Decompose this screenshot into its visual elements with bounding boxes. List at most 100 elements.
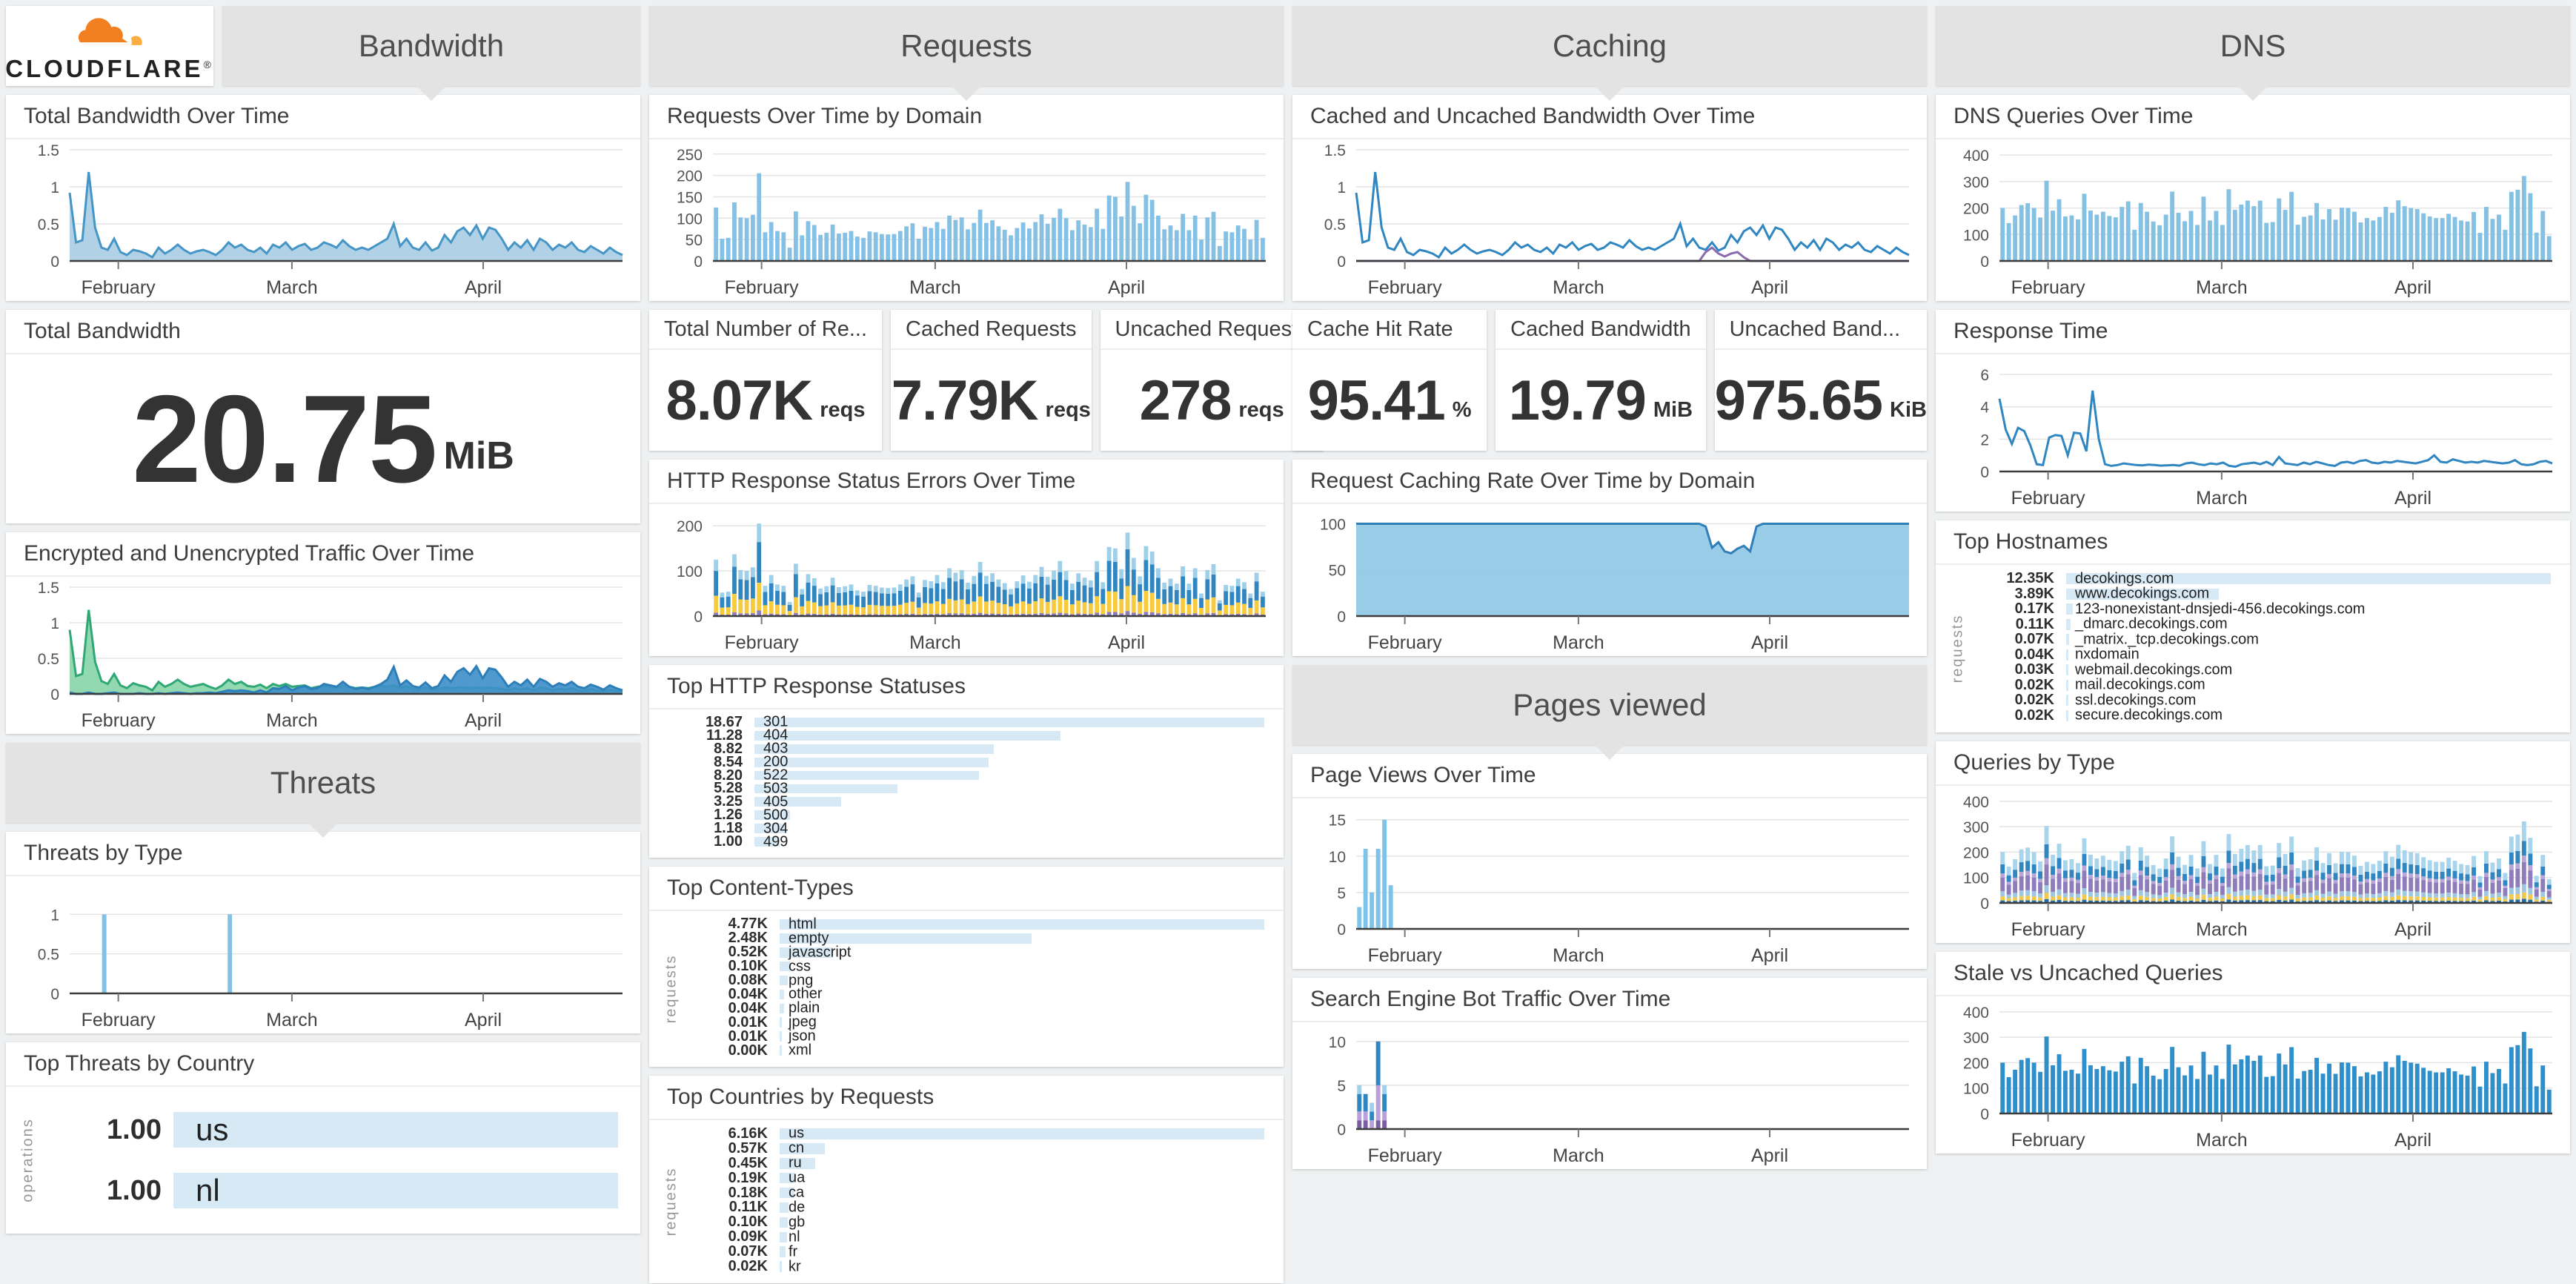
- http-errors-chart[interactable]: 0 100 200 February March April: [649, 504, 1284, 656]
- request-caching-rate-chart[interactable]: 0 50 100 February March April: [1292, 504, 1927, 656]
- list-item[interactable]: 0.57K cn: [694, 1140, 1264, 1156]
- dns-queries-chart[interactable]: 0 100 200 300 400 February March April: [1936, 139, 2570, 301]
- list-item[interactable]: 0.07K _matrix._tcp.decokings.com: [1980, 631, 2551, 647]
- list-item[interactable]: 0.04K nxdomain: [1980, 646, 2551, 663]
- list-item[interactable]: 0.03K webmail.decokings.com: [1980, 661, 2551, 678]
- list-item[interactable]: 0.01K jpeg: [694, 1014, 1264, 1030]
- svg-text:February: February: [725, 277, 800, 298]
- list-item[interactable]: 0.52K javascript: [694, 944, 1264, 960]
- list-item[interactable]: 1.26 500: [668, 807, 1264, 823]
- svg-text:April: April: [1751, 945, 1788, 966]
- list-item[interactable]: 0.11K _dmarc.decokings.com: [1980, 616, 2551, 632]
- list-item[interactable]: 0.08K png: [694, 972, 1264, 988]
- list-item[interactable]: 11.28 404: [668, 727, 1264, 744]
- section-title: Caching: [1552, 28, 1667, 63]
- svg-text:1.5: 1.5: [1324, 142, 1346, 159]
- panel-title: Uncached Band...: [1714, 310, 1927, 350]
- svg-text:March: March: [2196, 1130, 2247, 1151]
- list-item[interactable]: 0.10K css: [694, 958, 1264, 974]
- caching-stat-row: Cache Hit Rate 95.41 % Cached Bandwidth …: [1292, 310, 1927, 451]
- list-item[interactable]: 3.89K www.decokings.com: [1980, 586, 2551, 602]
- panel-title: Cache Hit Rate: [1292, 310, 1487, 350]
- item-bar: xml: [780, 1042, 1264, 1059]
- list-item[interactable]: 0.02K mail.decokings.com: [1980, 677, 2551, 693]
- list-item[interactable]: 0.04K other: [694, 986, 1264, 1002]
- item-label: html: [789, 916, 817, 933]
- list-item[interactable]: 8.82 403: [668, 740, 1264, 757]
- svg-text:300: 300: [1963, 819, 1989, 836]
- item-label: empty: [789, 930, 829, 947]
- item-label: 123-nonexistant-dnsjedi-456.decokings.co…: [2075, 600, 2366, 618]
- list-item[interactable]: 18.67 301: [668, 714, 1264, 730]
- list-item[interactable]: 0.17K 123-nonexistant-dnsjedi-456.decokin…: [1980, 600, 2551, 618]
- list-item[interactable]: 0.18K ca: [694, 1185, 1264, 1201]
- list-item[interactable]: 3.25 405: [668, 793, 1264, 810]
- svg-text:April: April: [2394, 488, 2431, 509]
- total-bandwidth-over-time-chart[interactable]: 0 0.5 1 1.5 February March April: [6, 139, 640, 301]
- list-item[interactable]: 0.07K fr: [694, 1243, 1264, 1260]
- list-item[interactable]: 0.00K xml: [694, 1042, 1264, 1059]
- item-label: kr: [789, 1258, 801, 1275]
- encrypted-traffic-chart[interactable]: 0 0.5 1 1.5 February March April: [6, 577, 640, 734]
- threats-by-type-chart[interactable]: 0 0.5 1 February March April: [6, 876, 640, 1033]
- svg-text:1: 1: [50, 907, 59, 924]
- list-item[interactable]: 8.54 200: [668, 753, 1264, 770]
- requests-over-time-chart[interactable]: 0 50 100 150 200 250 February March April: [649, 139, 1284, 301]
- svg-text:February: February: [2011, 919, 2086, 940]
- svg-text:100: 100: [1963, 227, 1989, 244]
- list-item[interactable]: 0.02K ssl.decokings.com: [1980, 692, 2551, 708]
- cached-bandwidth-stat: 19.79 MiB: [1496, 350, 1705, 451]
- cloudflare-cloud-icon: [78, 17, 142, 45]
- list-item[interactable]: 12.35K decokings.com: [1980, 570, 2551, 586]
- list-item[interactable]: 8.20 522: [668, 767, 1264, 784]
- panel-total-bandwidth-over-time: Total Bandwidth Over Time 0 0.5 1 1.5 Februa…: [6, 95, 640, 301]
- item-label: 200: [763, 753, 789, 770]
- item-value: 0.00K: [728, 1042, 768, 1059]
- list-item[interactable]: 0.02K kr: [694, 1258, 1264, 1275]
- list-item[interactable]: 0.01K json: [694, 1027, 1264, 1045]
- item-label: fr: [789, 1243, 798, 1260]
- stat-value: 95.41: [1307, 368, 1446, 432]
- list-item[interactable]: 1.00 us: [50, 1109, 618, 1151]
- list-item[interactable]: 6.16K us: [694, 1125, 1264, 1142]
- item-value: 1.00: [107, 1113, 162, 1145]
- page-views-chart[interactable]: 0 5 10 15 February March April: [1292, 798, 1927, 969]
- queries-by-type-chart[interactable]: 0 100 200 300 400 February March April: [1936, 786, 2570, 943]
- list-item[interactable]: 2.48K empty: [694, 930, 1264, 947]
- item-label: nl: [789, 1228, 800, 1245]
- stale-uncached-queries-chart[interactable]: 0 100 200 300 400 February March April: [1936, 996, 2570, 1154]
- item-value: 8.82: [714, 740, 743, 757]
- list-item[interactable]: 0.19K ua: [694, 1170, 1264, 1186]
- svg-text:0: 0: [694, 609, 703, 626]
- list-item[interactable]: 5.28 503: [668, 780, 1264, 796]
- svg-text:February: February: [1368, 277, 1443, 298]
- search-bot-traffic-chart[interactable]: 0 5 10 February March April: [1292, 1022, 1927, 1169]
- list-item[interactable]: 0.09K nl: [694, 1228, 1264, 1245]
- item-label: ru: [789, 1154, 802, 1171]
- svg-text:0: 0: [50, 686, 59, 704]
- list-item[interactable]: 0.10K gb: [694, 1214, 1264, 1230]
- item-bar: css: [780, 958, 1264, 974]
- list-item[interactable]: 1.00 499: [668, 833, 1264, 850]
- list-item[interactable]: 4.77K html: [694, 916, 1264, 933]
- cached-uncached-bandwidth-chart[interactable]: 0 0.5 1 1.5 February March April: [1292, 139, 1927, 301]
- response-time-chart[interactable]: 0 2 4 6 February March April: [1936, 354, 2570, 512]
- item-bar: 403: [754, 741, 1264, 757]
- panel-encrypted-traffic: Encrypted and Unencrypted Traffic Over T…: [6, 532, 640, 734]
- list-item[interactable]: 0.11K de: [694, 1199, 1264, 1216]
- list-item[interactable]: 0.02K secure.decokings.com: [1980, 707, 2551, 724]
- item-value: 0.01K: [728, 1027, 768, 1045]
- list-item[interactable]: 1.00 nl: [50, 1170, 618, 1211]
- item-label: de: [789, 1199, 806, 1216]
- list-item[interactable]: 0.04K plain: [694, 1000, 1264, 1016]
- stat-unit: MiB: [443, 434, 514, 478]
- svg-text:200: 200: [677, 168, 703, 185]
- requests-stat-row: Total Number of Re... 8.07K reqs Cached …: [649, 310, 1324, 451]
- list-item[interactable]: 1.18 304: [668, 820, 1264, 836]
- svg-text:April: April: [1751, 277, 1788, 298]
- panel-title: Search Engine Bot Traffic Over Time: [1292, 978, 1927, 1022]
- item-value: 0.04K: [2014, 646, 2054, 663]
- svg-text:February: February: [725, 632, 800, 653]
- svg-text:February: February: [2011, 1130, 2086, 1151]
- list-item[interactable]: 0.45K ru: [694, 1154, 1264, 1171]
